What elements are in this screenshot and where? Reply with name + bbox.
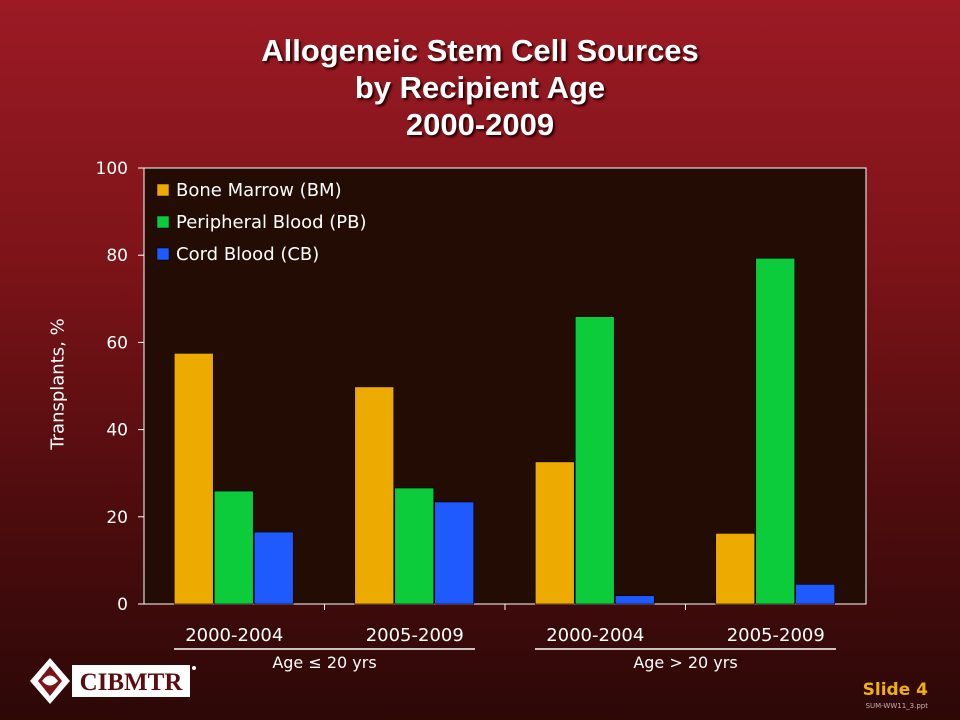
- x-tick-label: 2005-2009: [366, 625, 464, 646]
- y-tick-label: 100: [96, 159, 128, 179]
- bar: [755, 257, 796, 605]
- slide-reference: SUM-WW11_3.ppt: [865, 702, 928, 710]
- legend-swatch: [156, 247, 170, 261]
- plot-area: [143, 167, 867, 605]
- y-axis-label: Transplants, %: [47, 318, 69, 450]
- bar: [354, 386, 395, 605]
- legend-label: Cord Blood (CB): [176, 244, 319, 265]
- y-tick-label: 40: [106, 421, 128, 441]
- title-line-1: Allogeneic Stem Cell Sources: [261, 33, 699, 68]
- y-tick-label: 60: [106, 333, 128, 353]
- legend-swatch: [156, 183, 170, 197]
- slide-number: Slide 4: [862, 680, 928, 700]
- bar: [213, 490, 254, 605]
- legend-label: Peripheral Blood (PB): [176, 212, 367, 233]
- bar: [795, 584, 836, 605]
- cibmtr-logo: CIBMTR: [30, 658, 196, 704]
- slide-title: Allogeneic Stem Cell Sources by Recipien…: [0, 32, 960, 143]
- bar: [173, 352, 214, 605]
- x-tick-label: 2000-2004: [546, 625, 644, 646]
- group-label: Age > 20 yrs: [633, 653, 737, 672]
- bar: [253, 531, 294, 605]
- logo-text: CIBMTR: [80, 669, 184, 696]
- title-line-2: by Recipient Age: [354, 70, 606, 105]
- bar: [715, 533, 756, 605]
- title-line-3: 2000-2009: [405, 107, 555, 142]
- bar: [574, 316, 615, 605]
- bar: [394, 487, 435, 605]
- y-tick-label: 20: [106, 508, 128, 528]
- legend-label: Bone Marrow (BM): [176, 180, 342, 201]
- legend-swatch: [156, 215, 170, 229]
- x-tick-label: 2000-2004: [185, 625, 283, 646]
- y-tick-label: 80: [106, 246, 128, 266]
- group-label: Age ≤ 20 yrs: [272, 653, 376, 672]
- bar: [534, 461, 575, 605]
- x-tick-label: 2005-2009: [727, 625, 825, 646]
- bar: [614, 595, 655, 605]
- y-tick-label: 0: [117, 595, 128, 615]
- bar: [434, 501, 475, 605]
